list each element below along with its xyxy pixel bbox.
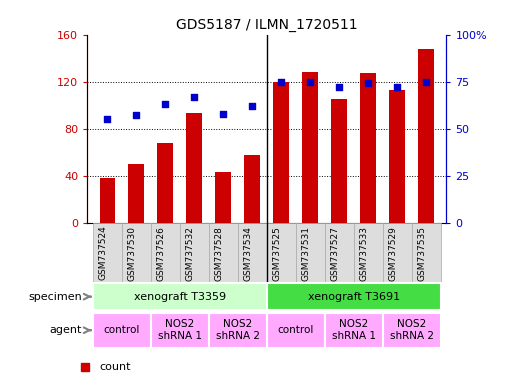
- Point: [219, 111, 227, 117]
- Point: [335, 84, 343, 90]
- Text: control: control: [104, 325, 140, 335]
- Bar: [93, 223, 122, 282]
- Bar: [186, 113, 202, 223]
- Bar: [331, 99, 347, 223]
- Bar: [93, 313, 151, 348]
- Text: NOS2
shRNA 2: NOS2 shRNA 2: [216, 319, 260, 341]
- Text: GSM737528: GSM737528: [214, 226, 223, 281]
- Bar: [325, 313, 383, 348]
- Text: GSM737524: GSM737524: [98, 226, 108, 280]
- Text: xenograft T3691: xenograft T3691: [308, 291, 400, 302]
- Text: NOS2
shRNA 2: NOS2 shRNA 2: [389, 319, 433, 341]
- Point: [132, 113, 141, 119]
- Bar: [215, 172, 231, 223]
- Title: GDS5187 / ILMN_1720511: GDS5187 / ILMN_1720511: [176, 18, 358, 32]
- Bar: [353, 223, 383, 282]
- Bar: [267, 283, 441, 310]
- Point: [190, 94, 199, 100]
- Point: [422, 79, 430, 85]
- Bar: [209, 223, 238, 282]
- Bar: [238, 223, 267, 282]
- Text: NOS2
shRNA 1: NOS2 shRNA 1: [158, 319, 202, 341]
- Bar: [389, 90, 405, 223]
- Point: [364, 80, 372, 86]
- Bar: [244, 154, 260, 223]
- Bar: [122, 223, 151, 282]
- Point: [161, 101, 169, 107]
- Bar: [180, 223, 209, 282]
- Bar: [209, 313, 267, 348]
- Bar: [151, 223, 180, 282]
- Text: agent: agent: [50, 325, 82, 335]
- Bar: [100, 178, 115, 223]
- Text: GSM737533: GSM737533: [359, 226, 368, 281]
- Bar: [157, 143, 173, 223]
- Text: GSM737527: GSM737527: [330, 226, 339, 281]
- Text: GSM737526: GSM737526: [156, 226, 165, 281]
- Point: [104, 116, 112, 122]
- Bar: [418, 49, 434, 223]
- Bar: [128, 164, 144, 223]
- Point: [248, 103, 256, 109]
- Text: GSM737529: GSM737529: [388, 226, 397, 281]
- Text: xenograft T3359: xenograft T3359: [134, 291, 226, 302]
- Text: GSM737535: GSM737535: [417, 226, 426, 281]
- Bar: [383, 223, 411, 282]
- Text: specimen: specimen: [28, 291, 82, 302]
- Bar: [273, 82, 289, 223]
- Point: [393, 84, 401, 90]
- Bar: [383, 313, 441, 348]
- Text: GSM737534: GSM737534: [243, 226, 252, 281]
- Text: GSM737525: GSM737525: [272, 226, 281, 281]
- Bar: [295, 223, 325, 282]
- Text: GSM737532: GSM737532: [185, 226, 194, 281]
- Bar: [267, 223, 295, 282]
- Text: GSM737530: GSM737530: [127, 226, 136, 281]
- Bar: [151, 313, 209, 348]
- Bar: [325, 223, 353, 282]
- Text: GSM737531: GSM737531: [301, 226, 310, 281]
- Text: control: control: [278, 325, 314, 335]
- Text: NOS2
shRNA 1: NOS2 shRNA 1: [331, 319, 376, 341]
- Point: [277, 79, 285, 85]
- Bar: [93, 283, 267, 310]
- Bar: [360, 73, 376, 223]
- Bar: [411, 223, 441, 282]
- Text: count: count: [100, 362, 131, 372]
- Bar: [302, 72, 318, 223]
- Point: [306, 79, 314, 85]
- Bar: [267, 313, 325, 348]
